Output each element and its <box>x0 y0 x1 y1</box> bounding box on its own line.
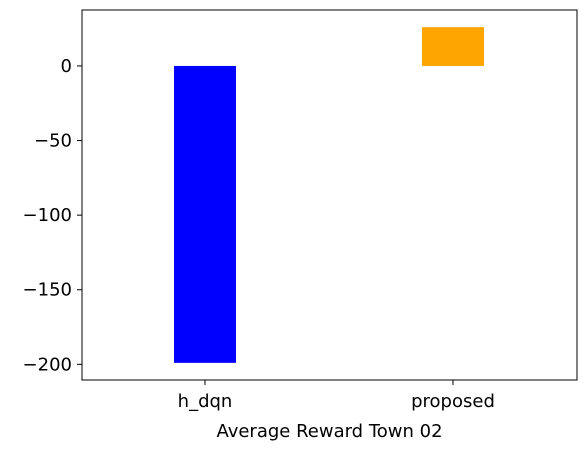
x-axis: h_dqn proposed <box>178 380 495 412</box>
y-tick-label: −100 <box>23 205 72 226</box>
x-tick-label: proposed <box>411 391 495 412</box>
y-tick-label: −200 <box>23 354 72 375</box>
y-axis: 0 −50 −100 −150 −200 <box>23 56 82 375</box>
bar-proposed <box>422 27 484 66</box>
x-tick-label: h_dqn <box>178 391 233 412</box>
bars-group <box>174 27 484 363</box>
y-tick-label: 0 <box>61 56 72 77</box>
y-tick-label: −50 <box>34 131 72 152</box>
plot-frame <box>81 9 578 381</box>
x-axis-label: Average Reward Town 02 <box>216 421 442 442</box>
y-tick-label: −150 <box>23 280 72 301</box>
bar-h-dqn <box>174 65 236 363</box>
